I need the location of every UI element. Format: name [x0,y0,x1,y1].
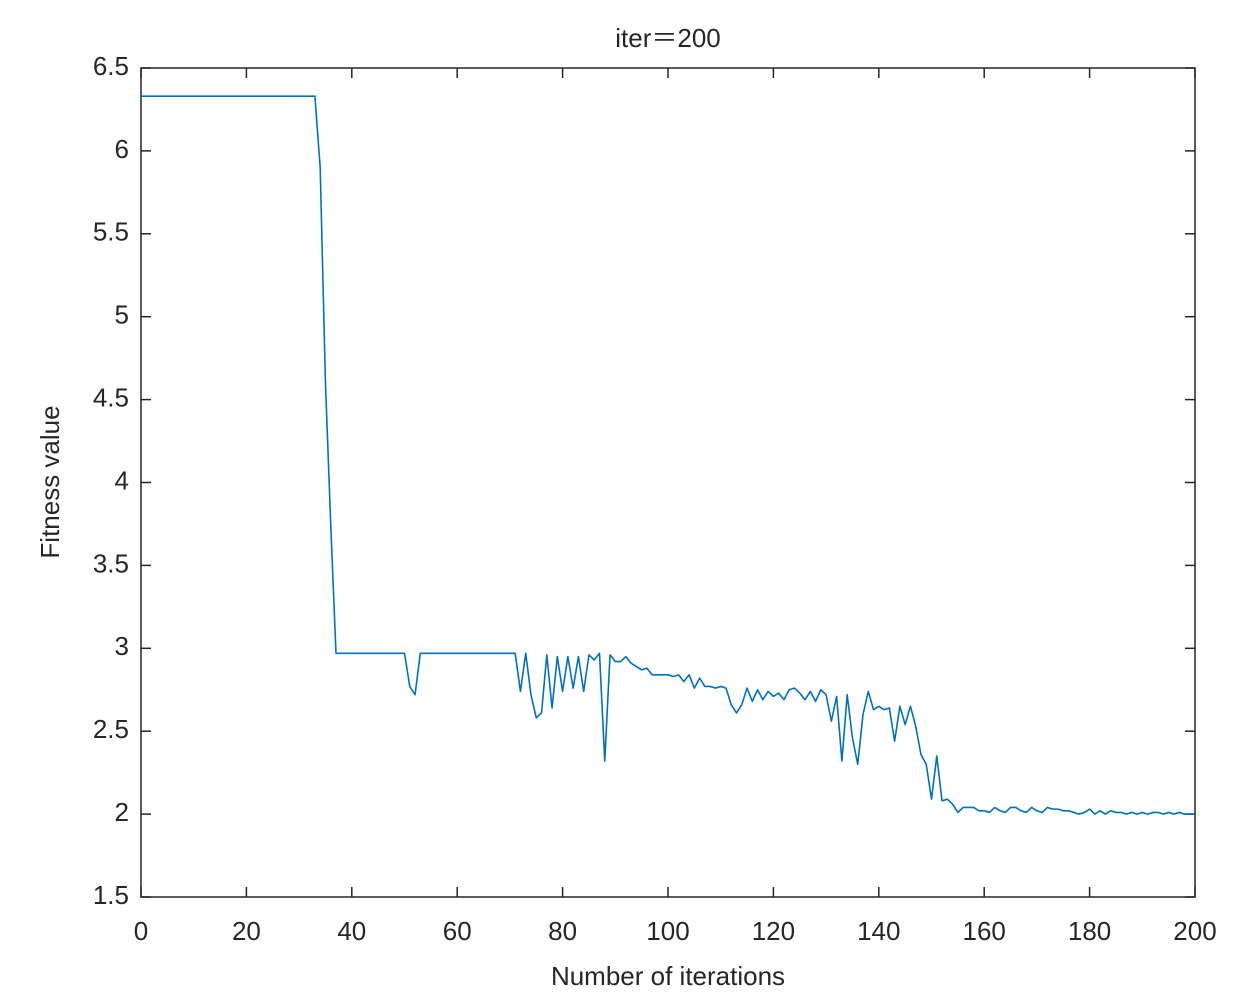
y-tick-label: 2.5 [93,714,129,744]
chart-title: iter＝200 [615,23,721,53]
x-tick-label: 140 [857,916,900,946]
data-line [141,95,1195,815]
x-tick-label: 0 [134,916,148,946]
y-tick-label: 6 [115,134,129,164]
y-tick-label: 3 [115,631,129,661]
x-tick-label: 180 [1068,916,1111,946]
x-tick-label: 20 [232,916,261,946]
x-tick-label: 40 [337,916,366,946]
y-tick-label: 5 [115,300,129,330]
x-tick-label: 80 [548,916,577,946]
y-tick-label: 4 [115,465,129,495]
y-tick-label: 6.5 [93,51,129,81]
y-tick-label: 5.5 [93,217,129,247]
y-axis-label: Fitness value [35,405,65,558]
x-tick-label: 160 [963,916,1006,946]
y-tick-label: 4.5 [93,382,129,412]
x-tick-label: 60 [443,916,472,946]
y-tick-label: 3.5 [93,548,129,578]
x-tick-label: 200 [1173,916,1216,946]
y-tick-label: 2 [115,797,129,827]
x-axis-label: Number of iterations [551,961,785,991]
y-tick-label: 1.5 [93,880,129,910]
x-tick-label: 100 [646,916,689,946]
plot-frame [140,67,1196,898]
x-tick-label: 120 [752,916,795,946]
